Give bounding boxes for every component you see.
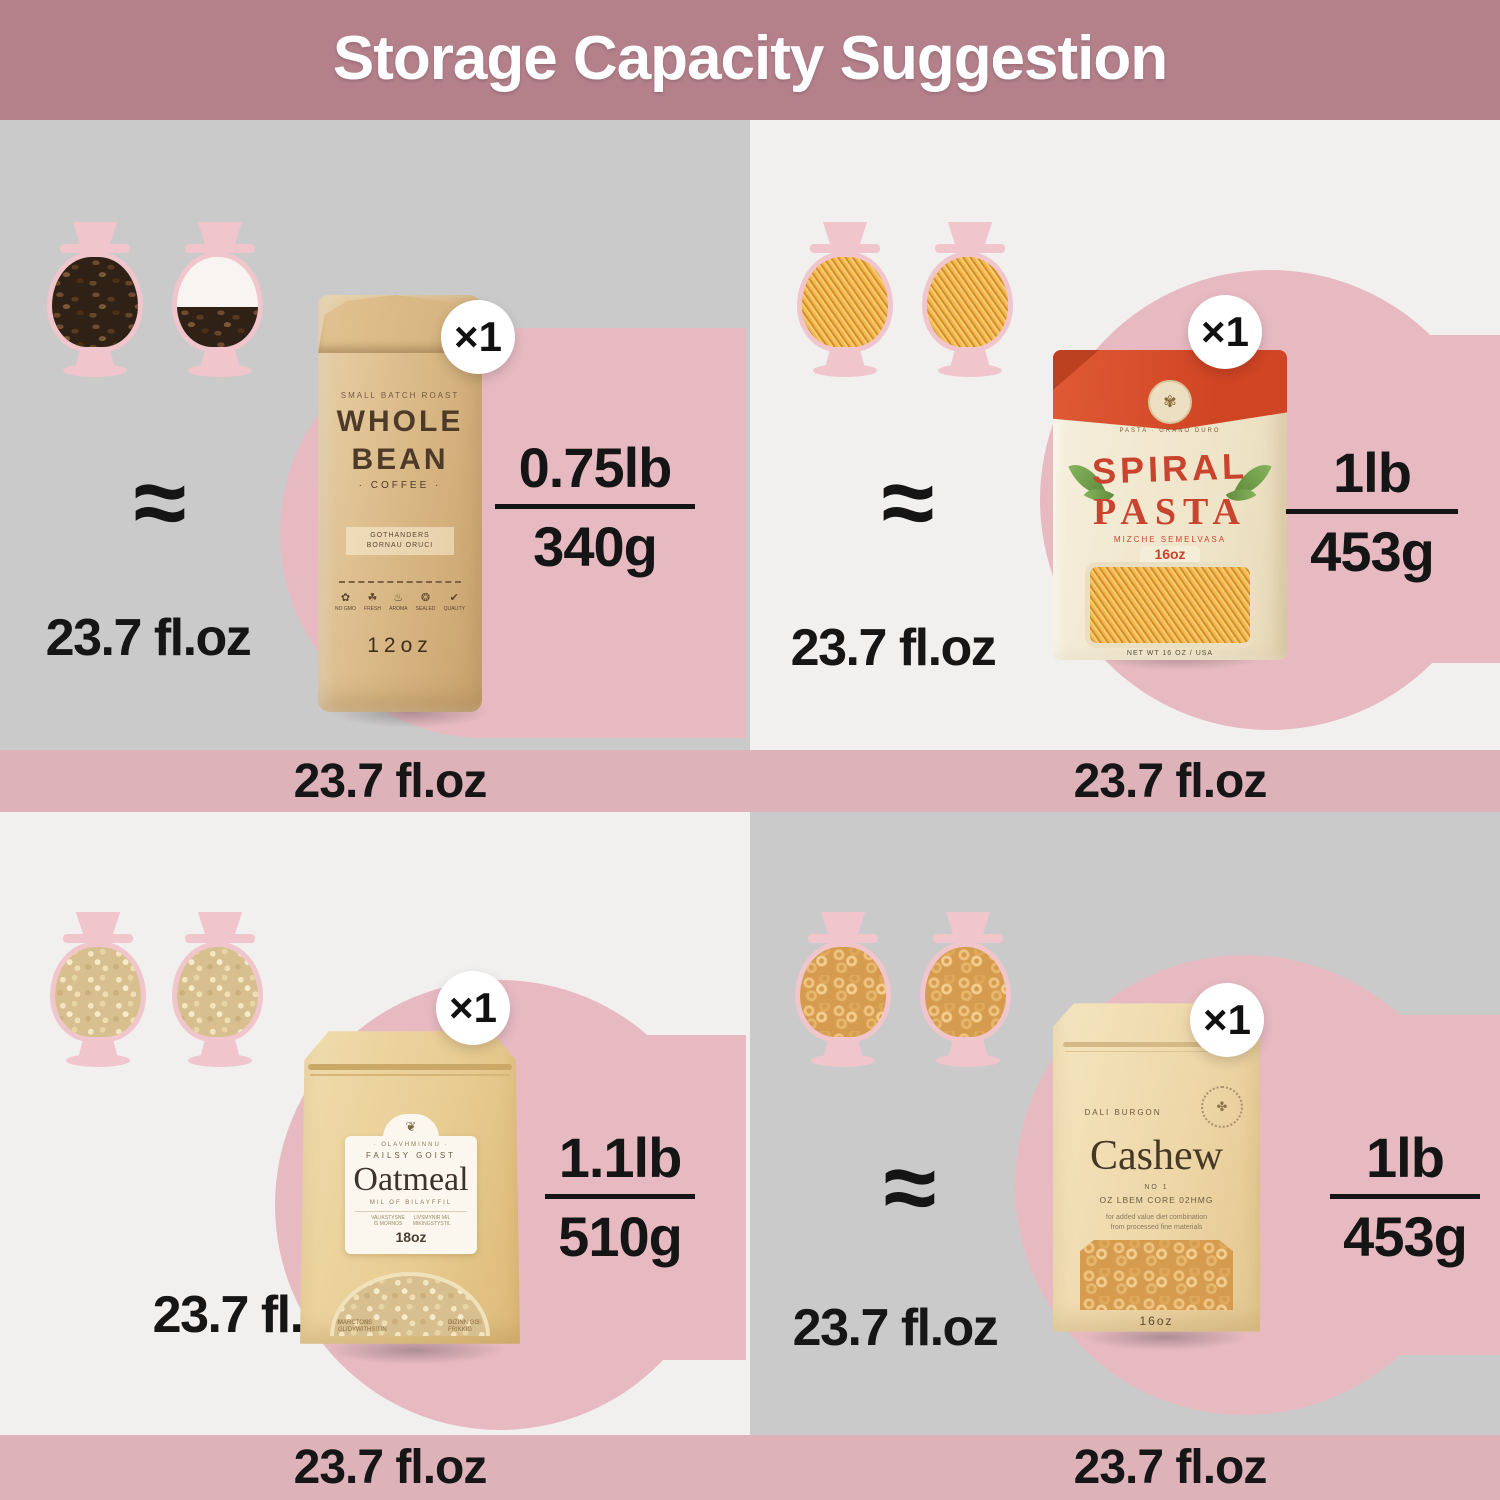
weight-lb: 0.75lb	[518, 436, 673, 499]
pasta-net-weight: NET WT 16 OZ / USA	[1126, 650, 1214, 657]
leaf-icon: ✿ NO GMO	[335, 592, 356, 612]
weight-g: 453g	[1343, 1205, 1468, 1268]
capacity-label: 23.7 fl.oz	[1073, 1441, 1268, 1494]
header: Storage Capacity Suggestion	[0, 0, 1500, 120]
coffee-title-2: BEAN	[351, 443, 449, 476]
capacity-label: 23.7 fl.oz	[293, 754, 488, 808]
jar-coffee-full-icon	[47, 222, 143, 380]
coffee-title-1: WHOLE	[336, 405, 464, 438]
pasta-bag: ✾ PASTA · GRANO DURO SPIRAL PASTA MIZCHE…	[1053, 350, 1287, 660]
coffee-box-line2: BORNAU ORUCI	[366, 542, 434, 549]
cashew-desc2: from processed fine materials	[1110, 1224, 1203, 1231]
cashew-no: NO 1	[1144, 1184, 1169, 1191]
fraction-line	[1286, 509, 1458, 514]
pasta-subtitle: MIZCHE SEMELVASA	[1113, 535, 1227, 544]
oatmeal-brand: · OLAVHMINNU ·	[373, 1142, 449, 1148]
jar-capacity-label: 23.7 fl.oz	[45, 609, 252, 667]
oatmeal-label: ❦ · OLAVHMINNU · FAILSY GOIST Oatmeal MI…	[345, 1114, 477, 1254]
quantity-badge: ×1	[436, 971, 510, 1045]
quantity-badge-text: ×1	[1203, 996, 1251, 1043]
capacity-band-bottom: 23.7 fl.oz 23.7 fl.oz	[0, 1435, 1500, 1500]
quantity-badge-text: ×1	[1201, 308, 1249, 355]
pasta-size: 16oz	[1140, 546, 1200, 562]
coffee-size: 12oz	[367, 634, 433, 657]
oatmeal-tagline: FAILSY GOIST	[365, 1151, 457, 1160]
capacity-label: 23.7 fl.oz	[293, 1441, 488, 1494]
quantity-badge: ×1	[1188, 295, 1262, 369]
pasta-seal-icon: ✾	[1148, 380, 1192, 424]
jar-cashew-full-icon	[795, 912, 891, 1070]
approx-symbol: ≈	[881, 449, 935, 556]
cashew-stamp-icon: ✤	[1201, 1086, 1243, 1128]
weight-lb: 1.1lb	[558, 1126, 683, 1189]
cashew-size: 16oz	[1139, 1314, 1174, 1328]
weight-fraction-pasta: 1lb 453g	[1262, 443, 1482, 582]
jar-oats-full-icon	[172, 912, 263, 1070]
jar-pasta-full-icon	[922, 222, 1013, 380]
quantity-badge-text: ×1	[454, 313, 502, 360]
cashew-brand: DALI BURGON	[1084, 1108, 1162, 1117]
jar-oats-full-icon	[50, 912, 146, 1070]
wheat-crest-icon: ❦	[383, 1114, 439, 1138]
pink-panel-rect-pasta	[1270, 335, 1500, 663]
quantity-badge-text: ×1	[449, 984, 497, 1031]
approx-symbol: ≈	[133, 449, 187, 556]
cashew-desc1: for added value diet combination	[1105, 1214, 1208, 1221]
bean-icon: ☘ FRESH	[364, 592, 381, 612]
weight-fraction-coffee: 0.75lb 340g	[485, 438, 705, 577]
pink-panel-rect-coffee	[485, 328, 746, 738]
oatmeal-pouch: ❦ · OLAVHMINNU · FAILSY GOIST Oatmeal MI…	[300, 1028, 520, 1347]
pasta-seal-text: PASTA · GRANO DURO	[1119, 428, 1221, 434]
weight-g: 340g	[533, 515, 658, 578]
pasta-title-2: PASTA	[1093, 491, 1247, 533]
coffee-arc-text: SMALL BATCH ROAST	[340, 391, 460, 400]
pouch-zipper	[308, 1064, 512, 1070]
weight-lb: 1lb	[1333, 441, 1412, 504]
oatmeal-size: 18oz	[395, 1229, 427, 1245]
jar-capacity-label: 23.7 fl.oz	[790, 619, 997, 677]
pasta-title-1: SPIRAL	[1091, 445, 1249, 492]
quantity-badge: ×1	[441, 300, 515, 374]
coffee-feature-icons: ✿ NO GMO ☘ FRESH ♨ AROMA ❂ SEALED ✔ QUALITY	[335, 591, 465, 612]
capacity-band-middle: 23.7 fl.oz 23.7 fl.oz	[0, 750, 1500, 812]
approx-symbol: ≈	[883, 1134, 937, 1241]
jar-cashew-full-icon	[920, 912, 1011, 1070]
pasta-window	[1085, 562, 1255, 648]
weight-g: 453g	[1310, 520, 1435, 583]
capacity-label: 23.7 fl.oz	[1073, 754, 1268, 808]
jar-capacity-label: 23.7 fl.oz	[792, 1299, 999, 1357]
page-title: Storage Capacity Suggestion	[332, 24, 1168, 93]
weight-fraction-oatmeal: 1.1lb 510g	[510, 1128, 730, 1267]
coffee-subtitle: · COFFEE ·	[358, 480, 442, 491]
jar-coffee-half-icon	[172, 222, 263, 380]
seal-icon: ❂ SEALED	[415, 592, 436, 612]
cashew-window	[1080, 1240, 1233, 1310]
jar-pasta-full-icon	[797, 222, 893, 380]
weight-fraction-cashew: 1lb 453g	[1295, 1128, 1500, 1267]
cashew-subtitle: OZ LBEM CORE 02HMG	[1099, 1195, 1214, 1205]
oatmeal-window	[330, 1272, 490, 1336]
fraction-line	[545, 1194, 695, 1199]
pouch-zipper	[1063, 1042, 1250, 1047]
cashew-pouch: DALI BURGON ✤ Cashew NO 1 OZ LBEM CORE 0…	[1053, 1000, 1260, 1335]
oatmeal-subtitle: MIL OF BILAYFFIL	[369, 1200, 453, 1206]
weight-lb: 1lb	[1366, 1126, 1445, 1189]
quantity-badge: ×1	[1190, 983, 1264, 1057]
pink-panel-rect-cashew	[1245, 1015, 1500, 1355]
fraction-line	[495, 504, 695, 509]
steam-icon: ♨ AROMA	[389, 592, 408, 612]
weight-g: 510g	[558, 1205, 683, 1268]
coffee-box-line1: GOTHANDERS	[370, 532, 430, 539]
cashew-title: Cashew	[1090, 1133, 1223, 1179]
oatmeal-title: Oatmeal	[353, 1161, 469, 1198]
fraction-line	[1330, 1194, 1480, 1199]
check-icon: ✔ QUALITY	[443, 592, 465, 612]
